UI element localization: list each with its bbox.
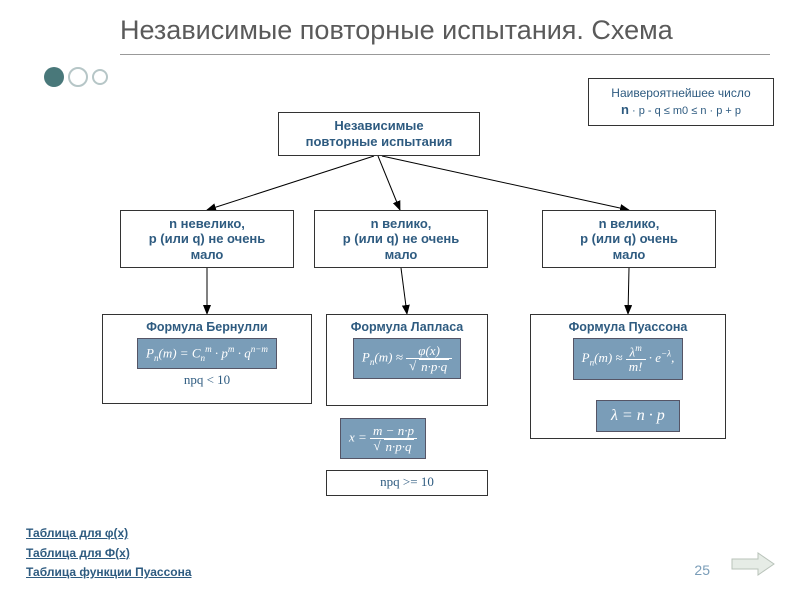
formula-bernoulli-title: Формула Бернулли: [103, 315, 311, 338]
formula-poisson-lambda-chip: λ = n · p: [596, 400, 680, 432]
decor-dots: [42, 64, 114, 90]
branch-cond-2: n велико,p (или q) оченьмало: [542, 210, 716, 268]
next-slide-arrow[interactable]: [730, 551, 776, 582]
formula-laplace-footer: npq >= 10: [327, 471, 487, 495]
formula-bernoulli-footer: npq < 10: [103, 369, 311, 393]
formula-laplace-x-chip: x = m − n·pn·p·q: [340, 418, 426, 459]
formula-laplace-title: Формула Лапласа: [327, 315, 487, 338]
formula-laplace-box: Формула Лапласа Pn(m) ≈ φ(x)n·p·q: [326, 314, 488, 406]
formula-bernoulli-chip: Pn(m) = Cnm · pm · qn−m: [137, 338, 277, 369]
title-area: Независимые повторные испытания. Схема: [120, 14, 770, 55]
table-links: Таблица для φ(x) Таблица для Ф(x) Таблиц…: [26, 524, 192, 582]
branch-cond-0: n невелико,p (или q) не оченьмало: [120, 210, 294, 268]
most-probable-number-box: Наивероятнейшее число n · p - q ≤ m0 ≤ n…: [588, 78, 774, 126]
formula-poisson-title: Формула Пуассона: [531, 315, 725, 338]
link-Phi-table[interactable]: Таблица для Ф(x): [26, 544, 192, 563]
page-title: Независимые повторные испытания. Схема: [120, 14, 770, 48]
formula-bernoulli-box: Формула Бернулли Pn(m) = Cnm · pm · qn−m…: [102, 314, 312, 404]
formula-poisson-chip: Pn(m) ≈ λmm! · e−λ,: [573, 338, 684, 380]
root-node: Независимыеповторные испытания: [278, 112, 480, 156]
formula-laplace-footer-box: npq >= 10: [326, 470, 488, 496]
link-phi-table[interactable]: Таблица для φ(x): [26, 524, 192, 543]
branch-cond-1: n велико,p (или q) не оченьмало: [314, 210, 488, 268]
formula-laplace-chip: Pn(m) ≈ φ(x)n·p·q: [353, 338, 461, 379]
page-number: 25: [694, 562, 710, 578]
sidebox-line2: n · p - q ≤ m0 ≤ n · p + p: [593, 101, 769, 119]
link-poisson-table[interactable]: Таблица функции Пуассона: [26, 563, 192, 582]
sidebox-line1: Наивероятнейшее число: [593, 85, 769, 101]
